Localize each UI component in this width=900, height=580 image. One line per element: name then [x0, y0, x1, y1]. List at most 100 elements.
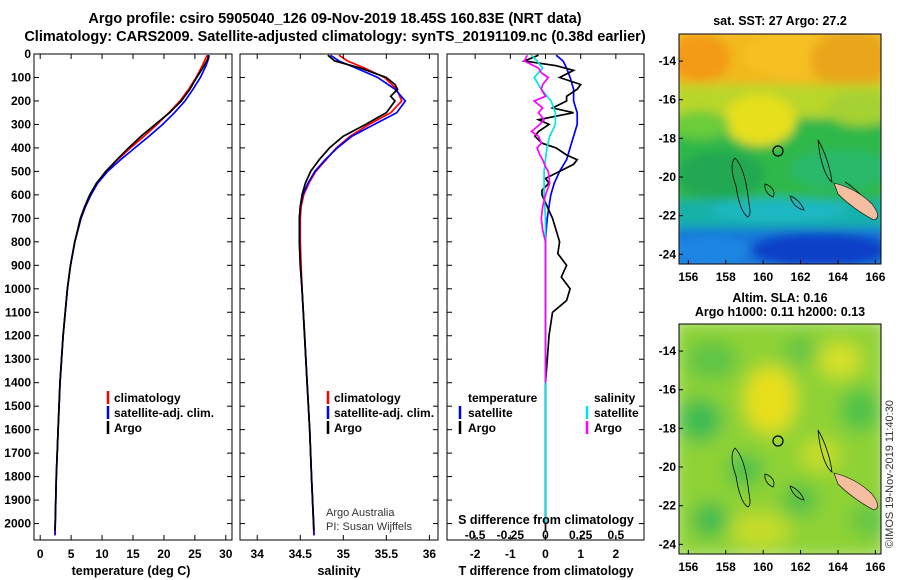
- new-caledonia-land: [833, 472, 878, 511]
- legend-label-argo: Argo: [334, 421, 362, 435]
- series-line-satellite-adj-clim-: [54, 55, 210, 536]
- legend-label-climatology: climatology: [334, 391, 401, 405]
- credit-pi: PI: Susan Wijffels: [326, 521, 412, 533]
- x-tick-label-S: 0.5: [608, 528, 625, 542]
- x-tick-label: 1: [577, 547, 584, 561]
- map-y-tick-label: -14: [659, 54, 677, 68]
- y-tick-label: 1200: [4, 329, 31, 343]
- map-y-tick-label: -22: [659, 209, 677, 223]
- y-tick-label: 2000: [4, 517, 31, 531]
- imos-timestamp: ©IMOS 19-Nov-2019 11:40:30: [884, 400, 896, 548]
- y-tick-label: 1500: [4, 399, 31, 413]
- sla-map-title-line1: Altim. SLA: 0.16: [732, 291, 827, 305]
- map-y-tick-label: -24: [659, 247, 677, 261]
- x-tick-label: 5: [68, 547, 75, 561]
- x-tick-label-S: -0.5: [465, 528, 486, 542]
- map-y-tick-label: -20: [659, 170, 677, 184]
- x-tick-label: 0: [37, 547, 44, 561]
- temperature-panel: 0 5 10 15 20 25 300100200300400500600700800900…: [4, 47, 233, 578]
- legend-title-temperature: temperature: [468, 391, 538, 405]
- sst-field: [679, 34, 881, 264]
- x-tick-label: 35.5: [375, 547, 399, 561]
- y-tick-label: 1900: [4, 493, 31, 507]
- x-tick-label: 34: [251, 547, 265, 561]
- salinity-panel: 34 34.5 35 35.5 36 salinity climatology sate…: [239, 53, 439, 578]
- map-y-tick-label: -14: [659, 344, 677, 358]
- map-x-tick-label: 156: [678, 270, 698, 284]
- series-line-climatology: [299, 54, 403, 536]
- series-line-satellite-adj-clim-: [298, 54, 407, 536]
- map-x-tick-label: 164: [828, 270, 848, 284]
- salinity-series: [298, 54, 407, 536]
- difference-series: [521, 54, 583, 531]
- sla-field: [679, 324, 881, 554]
- y-tick-label: 1600: [4, 423, 31, 437]
- sla-map-panel: Altim. SLA: 0.16 Argo h1000: 0.11 h2000:…: [659, 291, 886, 574]
- x-tick-label: 10: [95, 547, 109, 561]
- sla-map-ticks: 156 158 160 162 164 166 -14 -16 -18 -20 -22 -24: [659, 344, 886, 574]
- temperature-ticks: 0 5 10 15 20 25 300100200300400500600700800900…: [4, 47, 233, 561]
- figure-title-line2: Climatology: CARS2009. Satellite-adjuste…: [24, 29, 646, 45]
- legend-label-satellite: satellite-adj. clim.: [334, 406, 434, 420]
- x-tick-label-S: 0.25: [569, 528, 593, 542]
- difference-ticks: -2 -1 0 1 2 -0.5 -0.25 0 0.25 0.5: [447, 53, 644, 561]
- x-tick-label: 15: [126, 547, 140, 561]
- salinity-legend: climatology satellite-adj. clim. Argo: [326, 391, 434, 435]
- sst-map-frame: [678, 33, 882, 265]
- new-caledonia-land: [833, 182, 878, 221]
- sla-contours: [731, 429, 833, 508]
- x-tick-label: 20: [157, 547, 171, 561]
- map-y-tick-label: -20: [659, 460, 677, 474]
- figure-title-line1: Argo profile: csiro 5905040_126 09-Nov-2…: [88, 11, 582, 27]
- y-tick-label: 700: [11, 211, 31, 225]
- float-position-marker: [772, 435, 784, 447]
- y-tick-label: 1800: [4, 470, 31, 484]
- x-tick-label-S: 0: [542, 528, 549, 542]
- temperature-legend: climatology satellite-adj. clim. Argo: [106, 391, 214, 435]
- x-tick-label: -2: [470, 547, 481, 561]
- x-tick-label: 2: [613, 547, 620, 561]
- salinity-xlabel: salinity: [317, 564, 360, 578]
- sst-map-title: sat. SST: 27 Argo: 27.2: [713, 14, 847, 28]
- temperature-xlabel: temperature (deg C): [72, 564, 191, 578]
- map-x-tick-label: 162: [791, 270, 811, 284]
- x-tick-label: -1: [505, 547, 516, 561]
- x-tick-label: 36: [423, 547, 437, 561]
- series-line-argo: [298, 54, 399, 531]
- map-y-tick-label: -18: [659, 131, 677, 145]
- series-line-t-argo: [521, 54, 583, 531]
- legend-title-salinity: salinity: [594, 391, 636, 405]
- map-x-tick-label: 160: [753, 270, 773, 284]
- y-tick-label: 200: [11, 94, 31, 108]
- map-x-tick-label: 164: [828, 560, 848, 574]
- y-tick-label: 300: [11, 117, 31, 131]
- map-x-tick-label: 158: [716, 560, 736, 574]
- map-x-tick-label: 158: [716, 270, 736, 284]
- credit-institution: Argo Australia: [326, 507, 395, 519]
- sst-map-panel: sat. SST: 27 Argo: 27.2: [659, 14, 886, 284]
- map-x-tick-label: 162: [791, 560, 811, 574]
- series-line-s-argo: [523, 54, 551, 383]
- difference-xlabel-T: T difference from climatology: [458, 564, 633, 578]
- y-tick-label: 1000: [4, 282, 31, 296]
- series-line-t-satellite: [544, 54, 579, 524]
- y-tick-label: 600: [11, 188, 31, 202]
- series-line-s-satellite: [530, 54, 557, 524]
- temperature-series: [54, 54, 210, 536]
- x-tick-label: 30: [219, 547, 233, 561]
- series-line-climatology: [54, 54, 209, 536]
- y-tick-label: 1100: [5, 305, 31, 319]
- legend-label-S-satellite: satellite: [594, 406, 639, 420]
- x-tick-label: 34.5: [289, 547, 313, 561]
- float-position-marker: [772, 145, 784, 157]
- y-tick-label: 1700: [4, 446, 31, 460]
- map-x-tick-label: 166: [865, 270, 885, 284]
- x-tick-label-S: -0.25: [497, 528, 525, 542]
- map-x-tick-label: 156: [678, 560, 698, 574]
- sla-map-title-line2: Argo h1000: 0.11 h2000: 0.13: [695, 305, 865, 319]
- y-tick-label: 800: [11, 235, 31, 249]
- map-y-tick-label: -22: [659, 499, 677, 513]
- difference-panel: -2 -1 0 1 2 -0.5 -0.25 0 0.25 0.5 T difference fr…: [446, 53, 645, 578]
- x-tick-label: 35: [337, 547, 351, 561]
